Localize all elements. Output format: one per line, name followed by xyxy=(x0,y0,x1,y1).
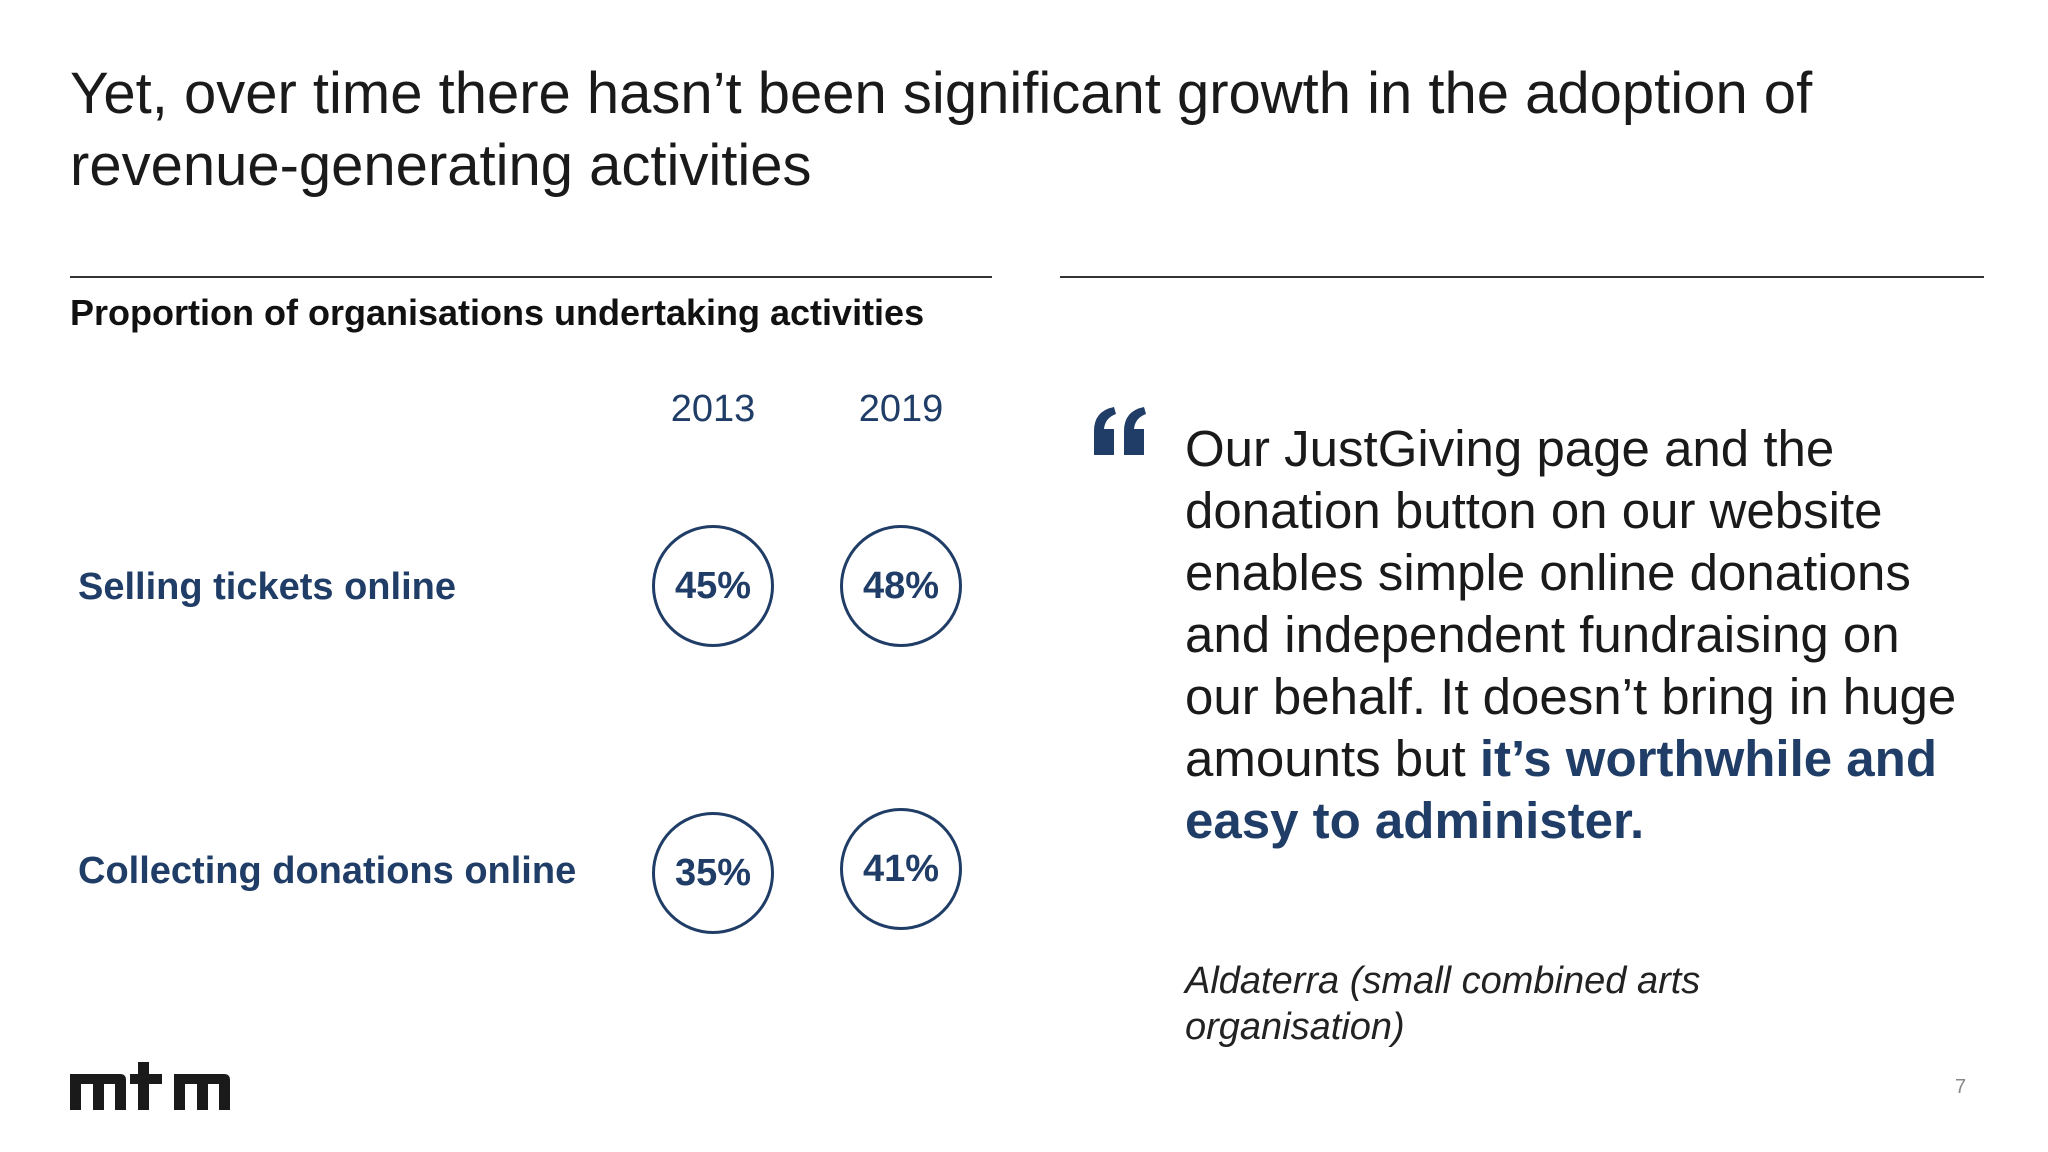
value-bubble-tickets-2013: 45% xyxy=(652,525,774,647)
page-number: 7 xyxy=(1955,1076,1967,1098)
year-label-2013: 2013 xyxy=(670,388,756,430)
left-divider xyxy=(70,276,992,278)
value-bubble-donations-2019: 41% xyxy=(840,808,962,930)
year-label-2019: 2019 xyxy=(858,388,944,430)
right-divider xyxy=(1060,276,1984,278)
value-bubble-donations-2013: 35% xyxy=(652,812,774,934)
quote-text: Our JustGiving page and the donation but… xyxy=(1185,420,1957,787)
row-label-selling-tickets: Selling tickets online xyxy=(78,566,456,608)
quote-emphasis: it’s worthwhile and easy to administer. xyxy=(1185,730,1937,849)
quote-attribution: Aldaterra (small combined arts organisat… xyxy=(1185,960,1701,1048)
chart-title: Proportion of organisations undertaking … xyxy=(70,292,925,333)
slide-title: Yet, over time there hasn’t been signifi… xyxy=(70,61,1813,198)
value-bubble-tickets-2019: 48% xyxy=(840,525,962,647)
row-label-collecting-donations: Collecting donations online xyxy=(78,850,577,892)
testimonial-quote: Our JustGiving page and the donation but… xyxy=(1185,418,1985,852)
quotation-mark-icon xyxy=(1094,407,1146,455)
mtm-logo xyxy=(70,1062,230,1110)
